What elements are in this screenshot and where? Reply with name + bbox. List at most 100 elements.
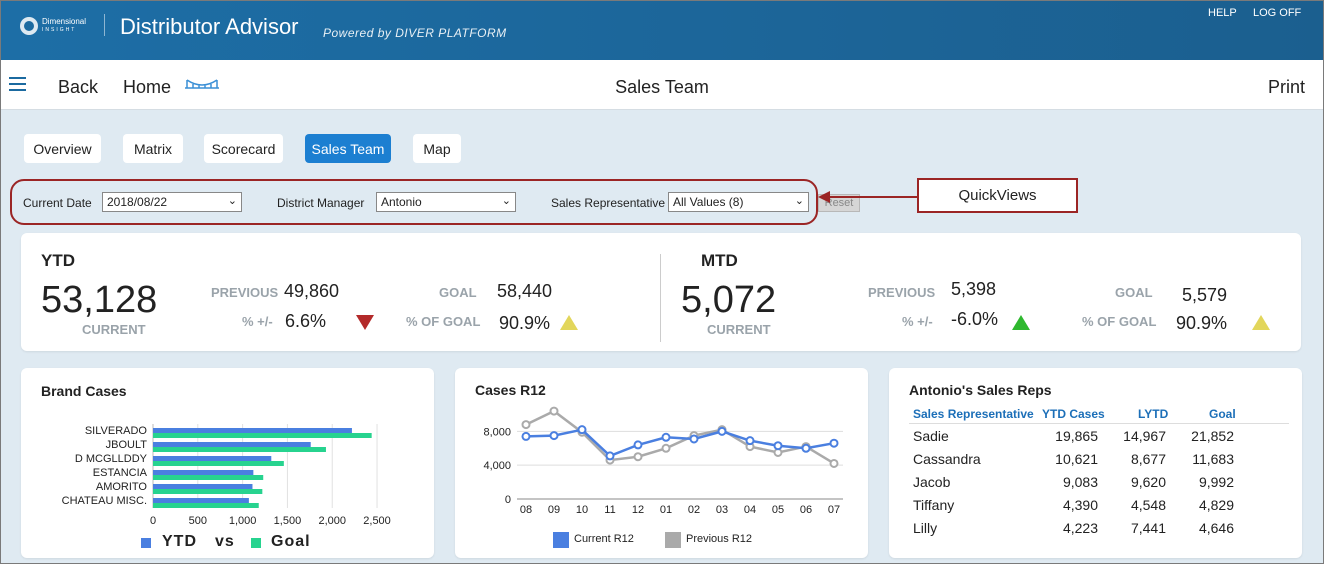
brand-cases-chart: 0 500 1,000 1,500 2,000 2,500 bbox=[150, 424, 391, 527]
app-title: Distributor Advisor bbox=[120, 14, 299, 39]
help-link[interactable]: HELP bbox=[1208, 7, 1237, 19]
x-tick-label: 2,000 bbox=[318, 515, 346, 527]
current-r12-point bbox=[605, 451, 615, 461]
previous-r12-point bbox=[661, 443, 671, 453]
current-r12-point bbox=[577, 425, 587, 435]
log-off-link[interactable]: LOG OFF bbox=[1253, 7, 1302, 19]
ytd-heading: YTD bbox=[41, 251, 75, 270]
app-header: Dimensional INSIGHT Distributor Advisor … bbox=[0, 0, 1324, 60]
category-label: CHATEAU MISC. bbox=[61, 495, 147, 507]
bar-ytd bbox=[153, 470, 254, 475]
cases-r12-chart: 0 4,000 8,000 08 09 10 11 12 01 02 03 04 05 06 07 bbox=[483, 406, 843, 516]
current-r12-point bbox=[549, 431, 559, 441]
rep-name-cell[interactable]: Jacob bbox=[913, 474, 951, 490]
col-header-goal[interactable]: Goal bbox=[1209, 407, 1236, 421]
mtd-goal-label: GOAL bbox=[1115, 285, 1153, 300]
col-header-lytd[interactable]: LYTD bbox=[1138, 407, 1169, 421]
ytd-goal-value: 58,440 bbox=[497, 281, 553, 301]
up-triangle-icon bbox=[1012, 315, 1030, 330]
sales-rep-select[interactable]: All Values (8) ⌄ bbox=[668, 192, 809, 212]
legend-vs: vs bbox=[215, 533, 235, 550]
rep-name-cell[interactable]: Sadie bbox=[913, 428, 949, 444]
current-date-value: 2018/08/22 bbox=[107, 195, 168, 209]
rep-name-cell[interactable]: Tiffany bbox=[913, 497, 955, 513]
ytd-pct-label: % +/- bbox=[242, 314, 273, 329]
district-manager-label: District Manager bbox=[277, 196, 365, 210]
current-r12-line bbox=[525, 428, 835, 458]
ytd-current-value: 53,128 bbox=[41, 279, 158, 321]
district-manager-value: Antonio bbox=[381, 195, 422, 209]
ytd-previous-value: 49,860 bbox=[284, 281, 340, 301]
print-button[interactable]: Print bbox=[1268, 77, 1306, 97]
rep-value-cell: 8,677 bbox=[1130, 451, 1166, 467]
current-r12-point bbox=[689, 434, 699, 444]
x-tick-label: 500 bbox=[189, 515, 207, 527]
bar-ytd bbox=[153, 428, 352, 433]
legend-ytd: YTD bbox=[162, 533, 197, 550]
back-button[interactable]: Back bbox=[58, 77, 99, 97]
col-header-ytd[interactable]: YTD Cases bbox=[1042, 407, 1105, 421]
x-tick-label: 11 bbox=[604, 504, 615, 516]
dimensional-insight-logo[interactable]: Dimensional INSIGHT bbox=[20, 15, 100, 37]
tab-sales-team[interactable]: Sales Team bbox=[305, 134, 391, 163]
y-tick-label: 0 bbox=[505, 494, 511, 506]
warning-triangle-icon bbox=[560, 315, 578, 330]
current-r12-point bbox=[801, 443, 811, 453]
rep-value-cell: 4,646 bbox=[1198, 520, 1234, 536]
bar-goal bbox=[153, 503, 259, 508]
annotation-arrow bbox=[828, 196, 918, 198]
x-tick-label: 02 bbox=[688, 504, 700, 516]
brand-cases-title: Brand Cases bbox=[41, 383, 127, 399]
rep-value-cell: 9,620 bbox=[1130, 474, 1166, 490]
tab-matrix[interactable]: Matrix bbox=[123, 134, 183, 163]
legend-goal: Goal bbox=[271, 533, 311, 550]
ytd-previous-label: PREVIOUS bbox=[211, 285, 279, 300]
category-label: SILVERADO bbox=[84, 425, 147, 437]
x-tick-label: 0 bbox=[150, 515, 156, 527]
mtd-goal-value: 5,579 bbox=[1182, 285, 1228, 305]
legend-previous-swatch bbox=[665, 532, 681, 548]
current-r12-point bbox=[717, 426, 727, 436]
current-r12-point bbox=[661, 432, 671, 442]
mtd-current-label: CURRENT bbox=[707, 322, 771, 337]
y-tick-label: 4,000 bbox=[483, 460, 511, 472]
rep-value-cell: 21,852 bbox=[1191, 428, 1234, 444]
down-triangle-icon bbox=[356, 315, 374, 330]
bar-goal bbox=[153, 447, 326, 452]
home-button[interactable]: Home bbox=[123, 77, 172, 97]
previous-r12-point bbox=[549, 406, 559, 416]
current-r12-point bbox=[633, 440, 643, 450]
rep-name-cell[interactable]: Cassandra bbox=[913, 451, 981, 467]
bar-ytd bbox=[153, 456, 272, 461]
current-r12-point bbox=[521, 431, 531, 441]
tab-scorecard[interactable]: Scorecard bbox=[204, 134, 283, 163]
district-manager-select[interactable]: Antonio ⌄ bbox=[376, 192, 516, 212]
tab-map[interactable]: Map bbox=[413, 134, 461, 163]
ytd-pct-value: 6.6% bbox=[285, 311, 327, 331]
x-tick-label: 06 bbox=[800, 504, 812, 516]
rep-value-cell: 4,223 bbox=[1062, 520, 1098, 536]
table-header-divider bbox=[909, 423, 1289, 424]
bar-goal bbox=[153, 461, 284, 466]
col-header-rep[interactable]: Sales Representative bbox=[913, 407, 1034, 421]
current-date-select[interactable]: 2018/08/22 ⌄ bbox=[102, 192, 242, 212]
bar-goal bbox=[153, 475, 264, 480]
bridge-icon[interactable] bbox=[184, 76, 220, 90]
legend-ytd-swatch bbox=[141, 538, 151, 548]
annotation-arrow-head bbox=[818, 191, 830, 203]
rep-name-cell[interactable]: Lilly bbox=[913, 520, 938, 536]
current-date-label: Current Date bbox=[23, 196, 92, 210]
previous-r12-line bbox=[525, 409, 835, 465]
tab-overview[interactable]: Overview bbox=[24, 134, 101, 163]
rep-value-cell: 9,992 bbox=[1198, 474, 1234, 490]
bar-ytd bbox=[153, 498, 249, 503]
sales-reps-card bbox=[889, 368, 1302, 558]
cases-r12-title: Cases R12 bbox=[475, 382, 546, 398]
x-tick-label: 03 bbox=[716, 504, 728, 516]
hamburger-menu-icon[interactable] bbox=[9, 77, 26, 91]
powered-by-text: Powered by DIVER PLATFORM bbox=[323, 26, 507, 40]
sales-rep-label: Sales Representative bbox=[551, 196, 666, 210]
rep-value-cell: 10,621 bbox=[1055, 451, 1098, 467]
mtd-heading: MTD bbox=[701, 251, 738, 270]
legend-current: Current R12 bbox=[574, 533, 634, 545]
